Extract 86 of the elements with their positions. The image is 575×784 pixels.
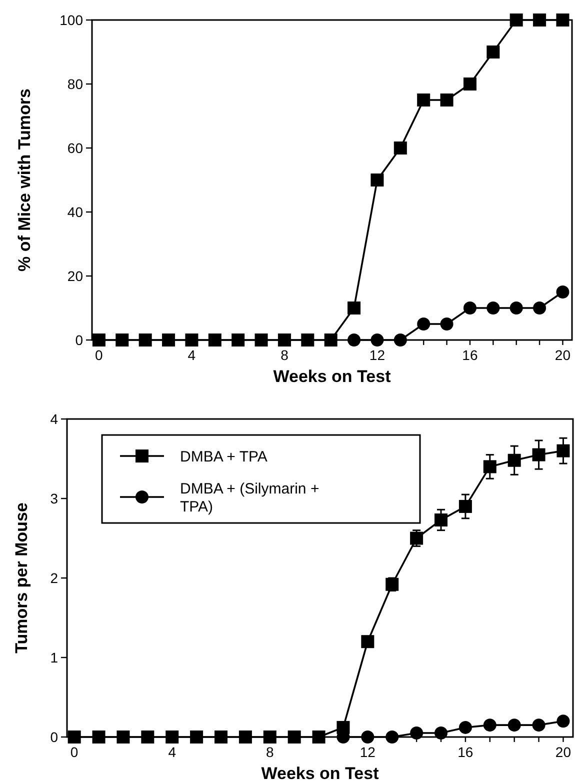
point [508,718,521,732]
point [254,334,268,346]
point [370,174,384,186]
point [348,302,361,314]
point [208,334,222,346]
y-tick-label: 40 [67,204,84,220]
point [116,334,129,346]
y-tick-label: 1 [50,649,58,666]
x-tick-label: 16 [458,744,474,760]
point [510,302,523,314]
point [394,334,407,346]
x-tick-label: 20 [554,347,571,363]
y-tick-label: 100 [60,12,84,28]
point [141,730,154,744]
point [434,726,448,740]
point [417,318,430,330]
x-tick-label: 4 [168,744,176,760]
point [361,730,374,744]
point [440,318,454,330]
point [214,730,228,744]
point [68,730,81,744]
point [386,730,399,744]
point [92,334,106,346]
point [263,730,276,744]
point [238,730,252,744]
point [458,500,472,513]
y-tick-label: 0 [50,728,58,745]
x-tick-label: 4 [188,347,196,363]
point [92,730,106,744]
point [463,78,476,90]
point [556,14,570,26]
point [232,334,245,346]
point [116,730,130,744]
point [162,334,176,346]
point [361,635,374,648]
x-axis-title: Weeks on Test [261,764,380,783]
point [533,14,546,26]
legend-label: DMBA + (Silymarin + TPA) [180,480,320,516]
point [486,302,500,314]
point [370,334,384,346]
point [278,334,291,346]
x-tick-label: 20 [555,744,572,760]
x-axis-title: Weeks on Test [273,367,392,386]
point [324,334,338,346]
y-tick-label: 4 [50,410,58,427]
point [533,302,546,314]
point [190,730,204,744]
point [185,334,198,346]
point [312,730,326,744]
point [166,730,179,744]
y-tick-label: 2 [50,570,58,586]
x-tick-label: 8 [266,744,274,760]
x-tick-label: 12 [369,347,386,363]
y-tick-label: 3 [50,490,58,506]
point [410,726,424,740]
y-tick-label: 20 [67,268,84,284]
x-tick-label: 12 [360,744,376,760]
y-axis-title: Tumors per Mouse [12,502,31,654]
point [483,460,496,474]
y-tick-label: 80 [67,76,84,92]
point [440,94,454,106]
point [463,302,476,314]
y-axis-title: % of Mice with Tumors [15,88,34,272]
point [483,718,496,732]
point [434,513,448,526]
point [394,142,407,154]
legend-label: DMBA + TPA [180,448,268,466]
point [301,334,314,346]
y-tick-label: 60 [67,140,84,156]
x-tick-label: 8 [280,347,289,363]
point [508,454,521,467]
point [556,286,570,298]
x-tick-label: 16 [462,347,478,363]
point [486,46,500,58]
point [532,448,546,462]
point [556,444,570,458]
x-tick-label: 0 [95,347,104,363]
point [348,334,361,346]
point [532,718,546,732]
point [510,14,523,26]
point [288,730,301,744]
y-tick-label: 0 [75,332,84,348]
point [138,334,152,346]
point [556,714,570,728]
point [458,720,472,734]
point [417,94,430,106]
